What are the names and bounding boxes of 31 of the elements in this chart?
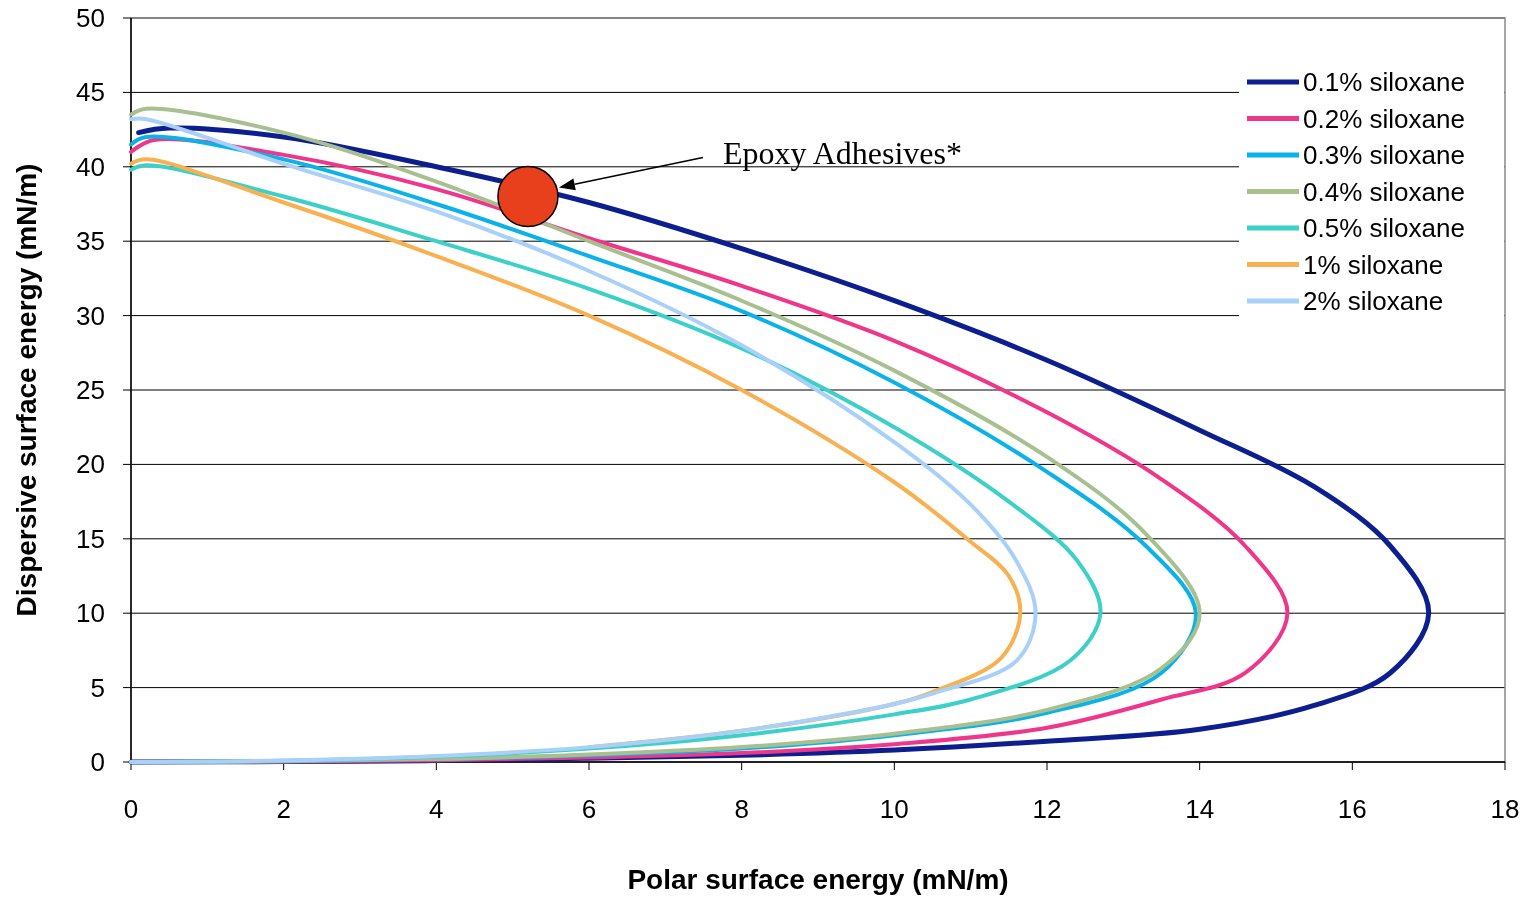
x-tick-label: 6 [581,794,597,824]
y-tick-label: 20 [76,449,105,480]
y-tick-label: 25 [76,375,105,405]
y-tick-label: 0 [90,747,105,777]
x-tick-label: 14 [1185,794,1215,824]
legend-label: 1% siloxane [1303,249,1444,280]
y-tick-label: 15 [76,523,105,554]
legend-label: 0.3% siloxane [1303,140,1465,170]
legend-label: 0.2% siloxane [1303,103,1465,134]
y-tick-label: 40 [76,151,105,182]
x-tick-label: 2 [276,794,291,824]
y-tick-label: 45 [76,77,105,108]
y-tick-label: 10 [76,598,105,629]
x-tick-label: 16 [1337,794,1367,824]
y-tick-label: 5 [90,672,105,703]
annotation: Epoxy Adhesives* [722,134,963,171]
legend-label: 2% siloxane [1303,286,1444,316]
x-tick-label: 0 [123,794,139,824]
x-tick-label: 10 [879,794,909,824]
x-tick-label: 12 [1032,794,1062,824]
x-tick-label: 8 [734,794,749,824]
y-tick-label: 35 [76,226,105,257]
legend-label: 0.1% siloxane [1303,67,1465,97]
legend-label: 0.4% siloxane [1303,176,1465,207]
y-tick-label: 50 [76,3,105,33]
y-tick-label: 30 [76,300,105,331]
x-tick-label: 18 [1490,794,1520,824]
y-axis-title: Dispersive surface energy (mN/m) [11,163,42,617]
legend-label: 0.5% siloxane [1303,213,1465,243]
x-axis-title: Polar surface energy (mN/m) [627,864,1009,895]
x-tick-label: 4 [429,794,444,824]
